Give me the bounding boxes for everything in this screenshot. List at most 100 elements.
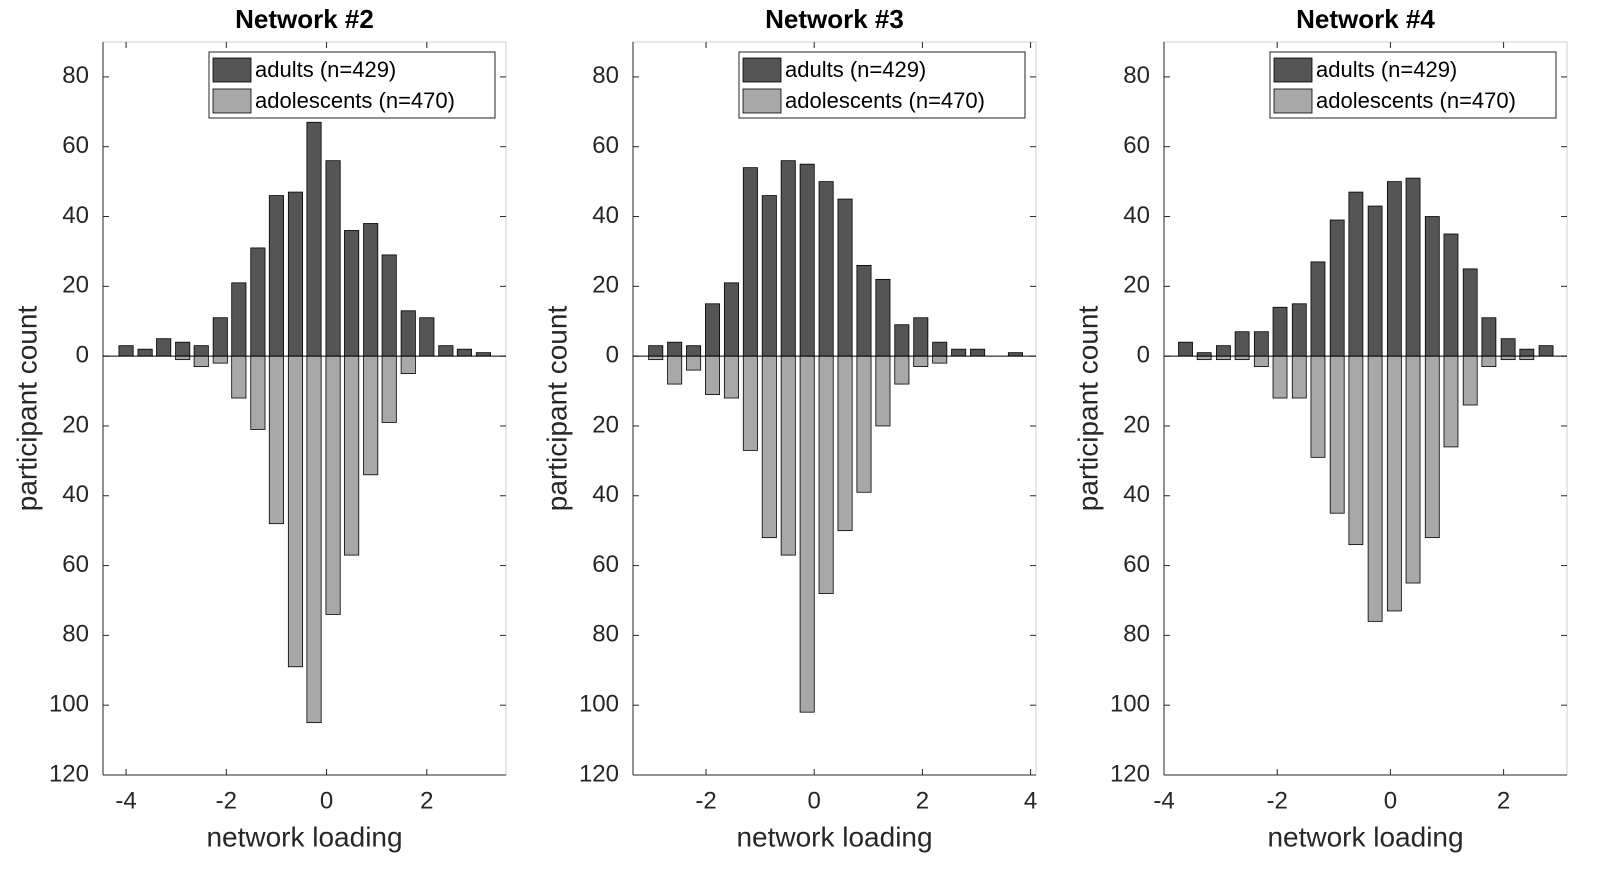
x-tick-label: -4 — [115, 787, 136, 814]
bar — [419, 317, 435, 357]
bar — [175, 355, 191, 361]
bar — [231, 355, 247, 399]
y-tick-label: 20 — [62, 411, 89, 438]
bar — [1310, 355, 1326, 458]
y-tick-label: 80 — [1123, 62, 1150, 89]
bar — [1329, 355, 1345, 514]
y-tick-label: 40 — [592, 202, 619, 229]
y-tick-label: 20 — [592, 272, 619, 299]
y-tick-label: 0 — [76, 341, 89, 368]
x-tick-label: -2 — [695, 787, 716, 814]
y-tick-label: 40 — [62, 202, 89, 229]
y-tick-label: 60 — [1123, 551, 1150, 578]
legend-label: adolescents (n=470) — [785, 88, 985, 113]
legend-label: adults (n=429) — [255, 57, 396, 82]
bar — [723, 282, 739, 357]
bar — [137, 348, 153, 357]
bar — [1519, 355, 1535, 361]
bar — [1367, 355, 1383, 622]
chart-title: Network #3 — [765, 4, 904, 34]
legend-label: adults (n=429) — [1316, 57, 1457, 82]
x-tick-label: -4 — [1153, 787, 1174, 814]
bar — [875, 355, 891, 427]
x-axis-label: network loading — [736, 821, 932, 852]
bar — [1253, 355, 1269, 368]
bar — [250, 355, 266, 430]
legend-swatch — [1273, 88, 1313, 114]
bar — [1253, 331, 1269, 357]
bar — [363, 223, 379, 357]
y-axis-label: participant count — [1072, 306, 1103, 512]
y-tick-label: 120 — [1110, 760, 1150, 787]
bar — [1443, 233, 1459, 357]
y-tick-label: 100 — [1110, 691, 1150, 718]
legend-swatch — [742, 88, 782, 114]
bar — [742, 355, 758, 451]
bar — [818, 355, 834, 594]
bar — [1216, 345, 1231, 357]
bar — [780, 355, 796, 556]
x-tick-label: 0 — [1384, 787, 1397, 814]
chart-title: Network #2 — [235, 4, 374, 34]
bar — [932, 355, 948, 364]
y-tick-label: 0 — [606, 341, 619, 368]
bar — [1443, 355, 1459, 448]
bar — [1178, 341, 1193, 357]
y-tick-label: 100 — [579, 691, 619, 718]
bar — [667, 341, 683, 357]
legend-label: adolescents (n=470) — [255, 88, 455, 113]
bar — [175, 341, 191, 357]
bar — [250, 247, 266, 357]
bar — [1196, 355, 1212, 361]
y-tick-label: 60 — [62, 551, 89, 578]
bar — [212, 355, 228, 364]
x-tick-label: 2 — [1497, 787, 1510, 814]
legend-box — [1269, 51, 1557, 119]
bar — [1216, 355, 1231, 361]
bar — [268, 195, 284, 357]
bar — [268, 355, 284, 525]
y-tick-label: 60 — [1123, 132, 1150, 159]
legend-label: adults (n=429) — [785, 57, 926, 82]
bar — [325, 160, 341, 357]
x-tick-label: 0 — [320, 787, 333, 814]
bar — [118, 345, 134, 357]
bar — [970, 348, 986, 357]
y-tick-label: 60 — [62, 132, 89, 159]
bar — [818, 181, 834, 357]
bar — [1481, 317, 1497, 357]
legend-swatch — [742, 57, 782, 83]
bar — [1291, 303, 1307, 357]
bar — [306, 355, 322, 724]
y-tick-label: 60 — [592, 551, 619, 578]
legend-swatch — [212, 57, 252, 83]
x-axis-label: network loading — [206, 821, 402, 852]
bar — [1367, 205, 1383, 357]
bar — [1424, 355, 1440, 539]
x-tick-label: -2 — [1267, 787, 1288, 814]
y-tick-label: 20 — [592, 411, 619, 438]
bar — [1462, 355, 1478, 406]
bar — [212, 317, 228, 357]
bar — [799, 163, 815, 357]
bar — [381, 254, 397, 357]
bar — [400, 355, 416, 374]
bar — [400, 310, 416, 357]
bar — [381, 355, 397, 423]
y-tick-label: 80 — [62, 62, 89, 89]
y-tick-label: 60 — [592, 132, 619, 159]
bar — [1405, 177, 1421, 357]
bar — [856, 264, 872, 357]
y-tick-label: 80 — [592, 621, 619, 648]
bar — [894, 324, 910, 357]
bar — [837, 198, 853, 357]
bar — [1462, 268, 1478, 357]
bar — [193, 355, 209, 368]
bar — [951, 348, 967, 357]
y-axis-label: participant count — [541, 306, 572, 512]
y-tick-label: 80 — [1123, 621, 1150, 648]
bar — [856, 355, 872, 493]
legend-swatch — [212, 88, 252, 114]
x-tick-label: -2 — [216, 787, 237, 814]
